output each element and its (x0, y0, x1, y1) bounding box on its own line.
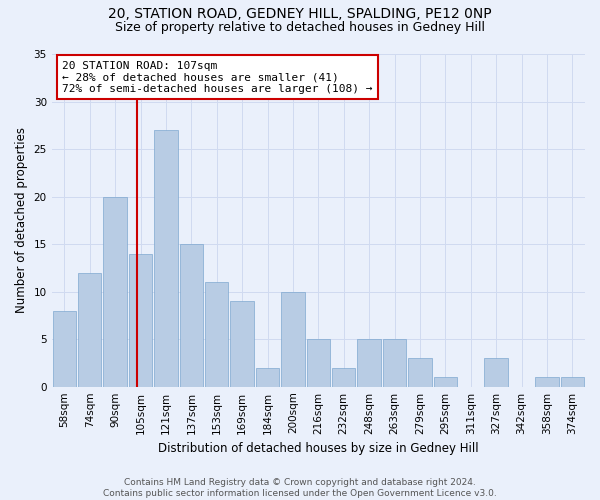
Bar (281, 292, 305, 386)
Bar (129, 254, 152, 386)
Bar (78, 272, 101, 386)
Bar (307, 339, 330, 386)
Text: 20 STATION ROAD: 107sqm
← 28% of detached houses are smaller (41)
72% of semi-de: 20 STATION ROAD: 107sqm ← 28% of detache… (62, 60, 373, 94)
Y-axis label: Number of detached properties: Number of detached properties (15, 128, 28, 314)
Bar (560, 377, 584, 386)
Bar (179, 244, 203, 386)
Text: Size of property relative to detached houses in Gedney Hill: Size of property relative to detached ho… (115, 21, 485, 34)
Text: Contains HM Land Registry data © Crown copyright and database right 2024.
Contai: Contains HM Land Registry data © Crown c… (103, 478, 497, 498)
Bar (484, 358, 508, 386)
Bar (535, 377, 559, 386)
Bar (205, 282, 229, 387)
Bar (103, 196, 127, 386)
Bar (332, 368, 355, 386)
Bar (383, 339, 406, 386)
Bar (358, 339, 381, 386)
Bar (434, 377, 457, 386)
Bar (230, 301, 254, 386)
Bar (154, 130, 178, 386)
Bar (256, 368, 279, 386)
Text: 20, STATION ROAD, GEDNEY HILL, SPALDING, PE12 0NP: 20, STATION ROAD, GEDNEY HILL, SPALDING,… (108, 8, 492, 22)
Bar (408, 358, 431, 386)
Bar (53, 310, 76, 386)
X-axis label: Distribution of detached houses by size in Gedney Hill: Distribution of detached houses by size … (158, 442, 479, 455)
